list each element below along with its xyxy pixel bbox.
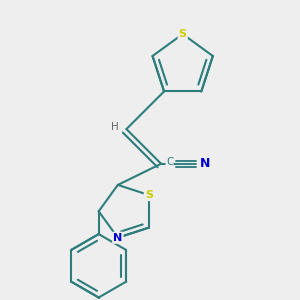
Text: S: S [179,29,187,39]
Text: N: N [113,233,122,243]
Text: H: H [111,122,119,132]
Text: N: N [200,157,210,170]
Text: S: S [145,190,153,200]
Text: C: C [166,157,173,167]
